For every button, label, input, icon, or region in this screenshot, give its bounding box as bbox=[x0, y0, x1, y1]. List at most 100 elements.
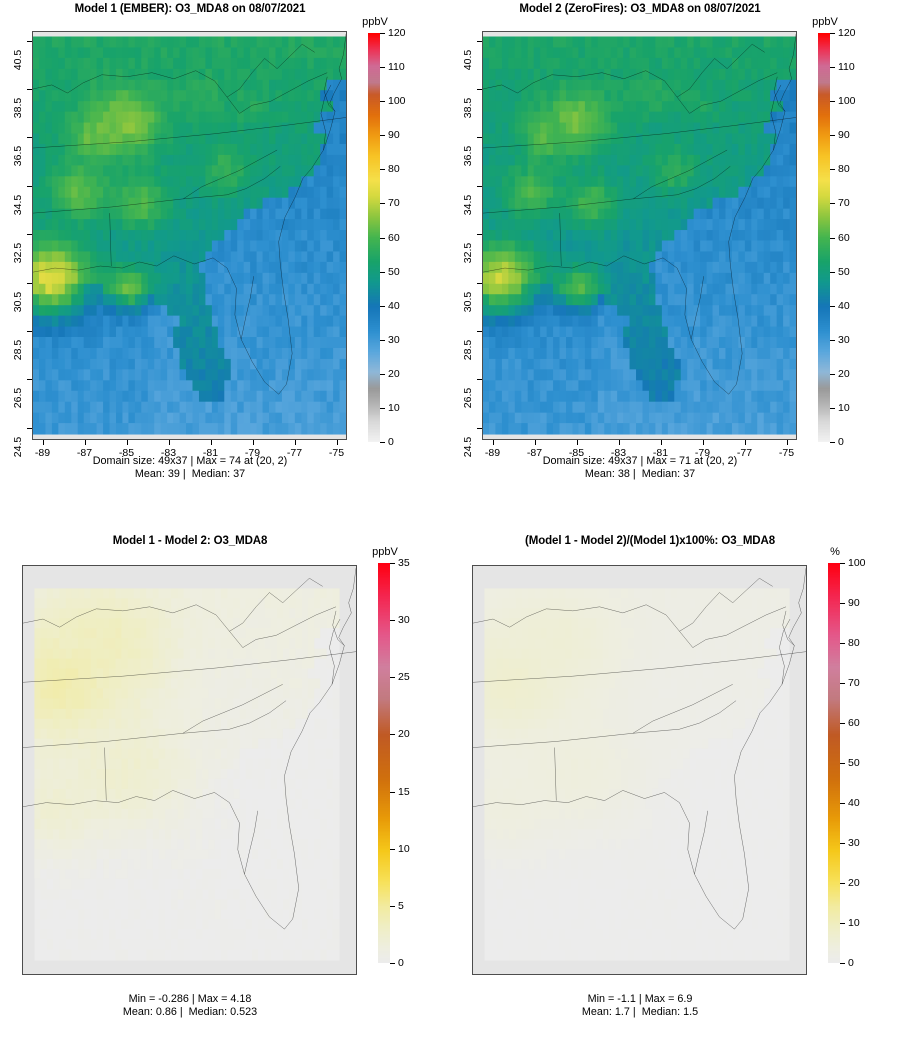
colorbar-tickmark bbox=[380, 407, 385, 409]
colorbar-tick-label: 30 bbox=[398, 614, 410, 627]
colorbar-tick-label: 15 bbox=[398, 785, 410, 798]
colorbar-tickmark bbox=[840, 643, 845, 644]
colorbar-tick-label: 20 bbox=[388, 367, 400, 380]
y-tick-label: 26.5 bbox=[462, 388, 474, 409]
colorbar-tickmark bbox=[830, 203, 835, 205]
colorbar-tick-label: 40 bbox=[838, 299, 850, 312]
colorbar-tickmark bbox=[830, 407, 835, 409]
colorbar-tickmark bbox=[830, 135, 835, 137]
colorbar-unit-model1: ppbV bbox=[362, 16, 388, 28]
colorbar-tickmark bbox=[380, 305, 385, 307]
x-tick-label: -85 bbox=[118, 447, 135, 459]
colorbar-tick-label: 50 bbox=[848, 757, 860, 769]
y-tick-label: 30.5 bbox=[12, 291, 24, 312]
colorbar-tick-label: 35 bbox=[398, 557, 410, 569]
map-plot-diff-pct[interactable] bbox=[472, 565, 807, 975]
y-tickmark bbox=[477, 185, 482, 187]
colorbar-tick-label: 110 bbox=[388, 61, 405, 74]
colorbar-tick-label: 30 bbox=[838, 333, 850, 346]
colorbar-tickmark bbox=[840, 683, 845, 684]
y-tick-label: 38.5 bbox=[12, 97, 24, 119]
colorbar-tickmark bbox=[380, 135, 385, 137]
colorbar-tick-label: 20 bbox=[838, 367, 850, 380]
x-tickmark bbox=[660, 440, 662, 445]
colorbar-tick-label: 100 bbox=[838, 95, 856, 108]
y-tick-label: 38.5 bbox=[462, 97, 474, 119]
colorbar-tickmark bbox=[830, 237, 835, 239]
y-tick-label: 30.5 bbox=[462, 291, 474, 312]
y-tick-label: 40.5 bbox=[462, 49, 474, 70]
colorbar-tick-label: 70 bbox=[388, 197, 400, 210]
colorbar-tickmark bbox=[830, 373, 835, 375]
colorbar-tick-label: 110 bbox=[838, 61, 855, 74]
x-tick-label: -77 bbox=[286, 447, 303, 459]
colorbar-tickmark bbox=[840, 603, 845, 604]
x-tickmark bbox=[744, 440, 746, 445]
panel-caption-diff-pct: Min = -1.1 | Max = 6.9 Mean: 1.7 | Median… bbox=[450, 993, 830, 1019]
colorbar-tick-label: 10 bbox=[838, 401, 850, 414]
colorbar-tick-label: 0 bbox=[398, 957, 404, 969]
y-tickmark bbox=[477, 89, 482, 91]
y-tickmark bbox=[27, 379, 32, 381]
colorbar-tickmark bbox=[390, 734, 395, 736]
y-tick-label: 34.5 bbox=[462, 194, 474, 216]
map-plot-model1[interactable] bbox=[32, 31, 347, 440]
colorbar-tick-label: 50 bbox=[838, 265, 850, 278]
y-tickmark bbox=[477, 234, 482, 236]
x-tick-label: -87 bbox=[76, 447, 93, 459]
colorbar-tickmark bbox=[830, 169, 835, 171]
raster-model1 bbox=[33, 32, 346, 439]
map-plot-model2[interactable] bbox=[482, 31, 797, 440]
colorbar-tick-label: 60 bbox=[388, 231, 400, 244]
x-tick-label: -83 bbox=[610, 447, 627, 459]
colorbar-tick-label: 100 bbox=[388, 95, 406, 108]
colorbar-tickmark bbox=[840, 723, 845, 724]
colorbar-tickmark bbox=[390, 905, 395, 907]
y-tickmark bbox=[27, 234, 32, 236]
colorbar-tickmark bbox=[830, 271, 835, 273]
panel-caption-model2: Domain size: 49x37 | Max = 71 at (20, 2)… bbox=[450, 455, 830, 481]
caption-line-1: Min = -0.286 | Max = 4.18 bbox=[128, 993, 252, 1005]
colorbar-tick-label: 10 bbox=[388, 401, 400, 414]
x-tick-label: -89 bbox=[484, 447, 501, 459]
colorbar-tickmark bbox=[380, 271, 385, 273]
y-tickmark bbox=[477, 137, 482, 139]
x-tickmark bbox=[492, 440, 494, 445]
colorbar-tickmark bbox=[380, 442, 385, 443]
colorbar-tick-label: 10 bbox=[848, 917, 860, 929]
colorbar-tick-label: 25 bbox=[398, 671, 410, 684]
colorbar-tick-label: 80 bbox=[848, 637, 860, 649]
colorbar-tick-label: 80 bbox=[388, 163, 400, 176]
caption-line-1: Domain size: 49x37 | Max = 71 at (20, 2) bbox=[542, 455, 738, 467]
caption-line-2: Mean: 38 | Median: 37 bbox=[584, 468, 696, 481]
colorbar-tickmark bbox=[380, 67, 385, 69]
y-tick-label: 36.5 bbox=[12, 146, 24, 167]
x-tickmark bbox=[210, 440, 212, 445]
colorbar-tickmark bbox=[830, 339, 835, 341]
colorbar-tickmark bbox=[830, 33, 835, 34]
y-tick-label: 34.5 bbox=[12, 194, 24, 216]
colorbar-tickmark bbox=[840, 843, 845, 844]
panel-title-diff-abs: Model 1 - Model 2: O3_MDA8 bbox=[112, 535, 268, 547]
y-tick-label: 32.5 bbox=[462, 243, 474, 264]
map-plot-diff-abs[interactable] bbox=[22, 565, 357, 975]
colorbar-tick-label: 60 bbox=[838, 231, 850, 244]
colorbar-tickmark bbox=[830, 305, 835, 307]
y-tick-label: 32.5 bbox=[12, 243, 24, 264]
colorbar-tickmark bbox=[390, 677, 395, 679]
y-tickmark bbox=[477, 379, 482, 381]
y-tickmark bbox=[27, 89, 32, 91]
colorbar-unit-model2: ppbV bbox=[812, 16, 838, 28]
colorbar-tick-label: 0 bbox=[848, 957, 854, 969]
colorbar-tick-label: 40 bbox=[388, 299, 400, 312]
y-tickmark bbox=[27, 331, 32, 333]
colorbar-strip-diff-abs bbox=[378, 563, 390, 963]
colorbar-tickmark bbox=[390, 963, 395, 964]
x-tick-label: -85 bbox=[568, 447, 585, 459]
colorbar-tickmark bbox=[840, 803, 845, 804]
colorbar-unit-diff-abs: ppbV bbox=[372, 546, 398, 558]
colorbar-tick-label: 30 bbox=[388, 333, 400, 346]
colorbar-tickmark bbox=[380, 237, 385, 239]
caption-line-1: Min = -1.1 | Max = 6.9 bbox=[587, 993, 693, 1005]
colorbar-tickmark bbox=[390, 848, 395, 850]
